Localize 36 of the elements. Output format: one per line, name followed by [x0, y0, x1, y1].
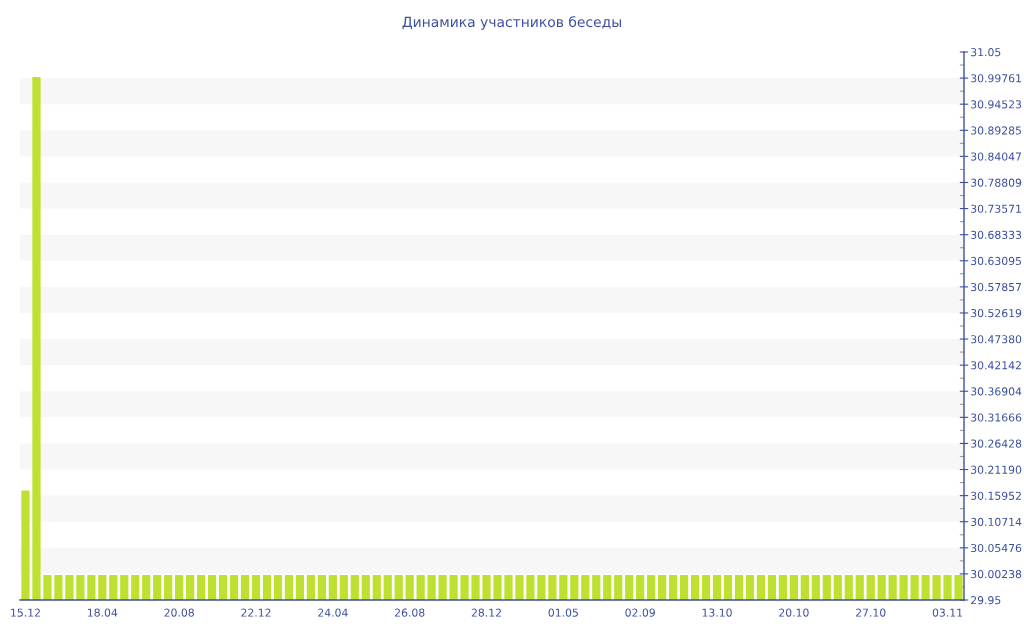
x-tick-label: 27.10 [855, 608, 886, 617]
x-tick-label: 28.12 [471, 608, 501, 617]
x-tick-label: 26.08 [394, 608, 425, 617]
x-tick-label: 20.10 [779, 608, 809, 617]
y-tick-label: 30.21190 [971, 465, 1022, 474]
y-tick-label: 30.10714 [971, 517, 1022, 526]
x-tick-label: 02.09 [625, 608, 655, 617]
y-tick-label: 30.47380 [971, 335, 1022, 344]
y-tick-label: 30.15952 [971, 491, 1021, 500]
y-tick-label: 31.05 [971, 48, 1001, 57]
x-tick-label: 22.12 [241, 608, 271, 617]
x-tick-label: 13.10 [702, 608, 732, 617]
x-tick-label: 20.08 [164, 608, 194, 617]
x-tick-label: 15.12 [11, 608, 40, 617]
y-tick-label: 30.26428 [971, 439, 1022, 448]
x-tick-label: 24.04 [318, 608, 348, 617]
y-tick-label: 30.57857 [971, 282, 1022, 292]
chart-title: Динамика участников беседы [402, 16, 621, 30]
x-tick-label: 01.05 [548, 608, 578, 617]
y-tick-label: 30.63095 [971, 256, 1021, 266]
y-tick-label: 30.73571 [971, 204, 1021, 213]
y-tick-label: 30.94523 [971, 100, 1022, 109]
y-tick-label: 30.84047 [971, 152, 1022, 161]
y-tick-label: 29.95 [971, 596, 1001, 605]
y-tick-label: 30.89285 [971, 126, 1021, 135]
x-tick-label: 18.04 [88, 608, 118, 617]
x-tick-label: 03.11 [932, 608, 963, 617]
y-tick-label: 30.78809 [971, 178, 1022, 187]
y-tick-label: 30.00238 [971, 569, 1022, 579]
y-tick-label: 30.68333 [971, 230, 1022, 239]
y-tick-label: 30.99761 [971, 74, 1021, 83]
y-tick-label: 30.36904 [971, 387, 1022, 396]
y-tick-label: 30.05476 [971, 543, 1022, 553]
y-tick-label: 30.52619 [971, 309, 1022, 318]
y-tick-label: 30.42142 [971, 361, 1021, 370]
y-tick-label: 30.31666 [971, 413, 1022, 422]
